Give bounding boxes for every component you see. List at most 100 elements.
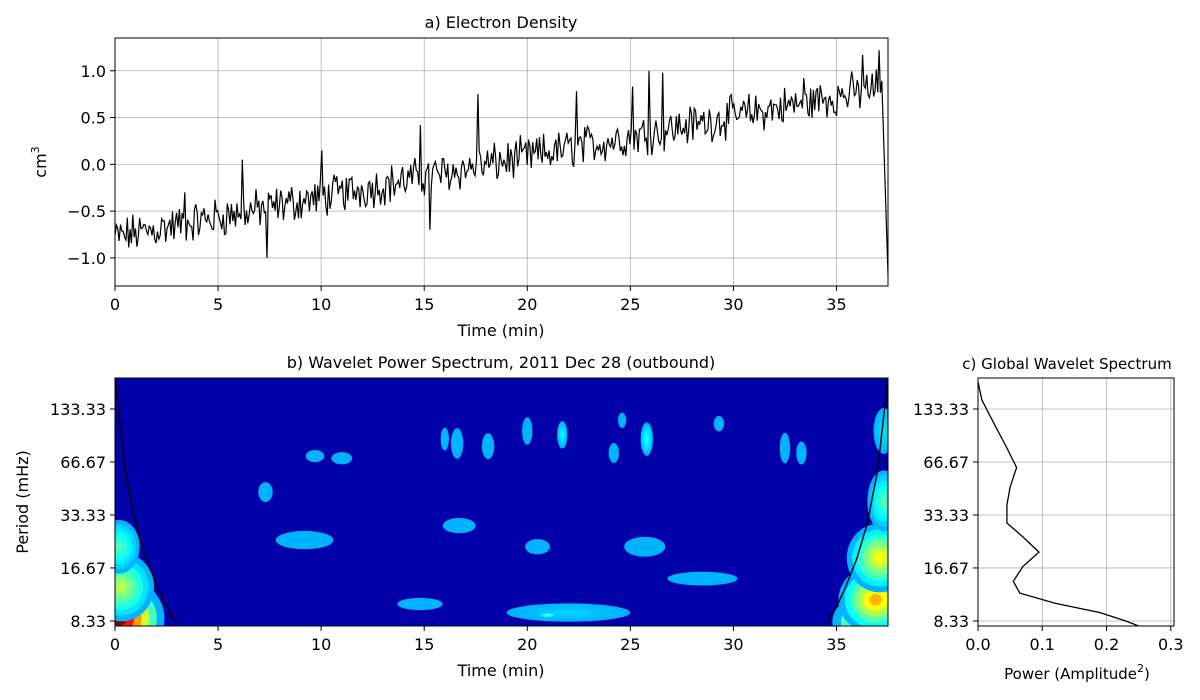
global-spectrum-x-ticks: 0.0 0.1 0.2 0.3 — [965, 626, 1184, 654]
wavelet-y-tick-label: 16.67 — [60, 559, 106, 578]
wavelet-y-ticks: 133.33 66.67 33.33 16.67 8.33 — [50, 400, 115, 631]
global-spectrum-y-tick-label: 33.33 — [923, 506, 969, 525]
wavelet-contour-blob — [440, 427, 449, 451]
wavelet-contour-blob — [667, 571, 738, 586]
density-grid — [114, 38, 888, 286]
wavelet-x-tick-label: 15 — [414, 635, 434, 654]
wavelet-contour-blob — [608, 443, 619, 463]
wavelet-x-tick-label: 5 — [213, 635, 223, 654]
wavelet-contour-level — [397, 597, 443, 611]
global-spectrum-x-tick-label: 0.0 — [965, 635, 990, 654]
wavelet-contour-level — [331, 452, 353, 465]
wavelet-x-tick-label: 10 — [311, 635, 331, 654]
global-spectrum-y-tick-label: 66.67 — [923, 453, 969, 472]
density-x-tick-label: 20 — [517, 295, 537, 314]
global-spectrum-title: c) Global Wavelet Spectrum — [962, 355, 1171, 373]
global-spectrum-y-tick-label: 8.33 — [933, 612, 969, 631]
wavelet-y-tick-label: 133.33 — [50, 400, 106, 419]
wavelet-contour-level — [305, 449, 325, 463]
wavelet-contour-level — [115, 542, 123, 552]
wavelet-contour-level — [608, 443, 619, 463]
wavelet-contour-level — [481, 433, 495, 460]
density-y-tick-label: −1.0 — [67, 249, 106, 268]
wavelet-contour-blob — [796, 441, 807, 465]
wavelet-background — [115, 378, 888, 626]
density-y-ticks: −1.0 −0.5 0.0 0.5 1.0 — [67, 62, 115, 268]
wavelet-contour-level — [546, 613, 550, 617]
global-spectrum-x-label: Power (Amplitude2) — [1004, 662, 1150, 683]
wavelet-contour-blob — [522, 417, 533, 445]
wavelet-y-tick-label: 8.33 — [70, 612, 106, 631]
wavelet-frame — [114, 377, 889, 627]
wavelet-contour-blob — [450, 428, 464, 459]
global-spectrum-x-label-exponent: 2 — [1137, 662, 1144, 675]
wavelet-x-tick-label: 0 — [110, 635, 120, 654]
wavelet-x-tick-label: 20 — [517, 635, 537, 654]
wavelet-x-tick-label: 30 — [723, 635, 743, 654]
global-spectrum-x-tick-label: 0.1 — [1030, 635, 1055, 654]
density-panel: a) Electron Density 0 5 10 15 20 25 30 35 −1.0−… — [29, 13, 889, 340]
wavelet-contour-level — [667, 571, 738, 586]
wavelet-contour-blob — [258, 482, 273, 502]
wavelet-x-tick-label: 35 — [826, 635, 846, 654]
density-x-tick-label: 5 — [213, 295, 223, 314]
density-y-tick-label: 0.5 — [81, 109, 106, 128]
density-x-tick-label: 10 — [311, 295, 331, 314]
wavelet-x-tick-label: 25 — [620, 635, 640, 654]
wavelet-contour-level — [450, 428, 464, 459]
density-series-line — [115, 50, 888, 275]
wavelet-contour-level — [624, 536, 666, 557]
wavelet-title: b) Wavelet Power Spectrum, 2011 Dec 28 (… — [287, 353, 716, 372]
wavelet-contour-level — [645, 436, 649, 442]
density-x-tick-label: 30 — [723, 295, 743, 314]
global-spectrum-y-ticks: 133.33 66.67 33.33 16.67 8.33 — [913, 400, 978, 631]
density-title: a) Electron Density — [425, 13, 578, 32]
wavelet-contour-blob — [525, 539, 550, 555]
wavelet-contour-level — [258, 482, 273, 502]
global-spectrum-panel: c) Global Wavelet Spectrum 0.0 0.1 0.2 0.3 … — [913, 355, 1183, 683]
wavelet-contour-level — [440, 427, 449, 451]
wavelet-contour-level — [522, 417, 533, 445]
global-spectrum-x-tick-label: 0.3 — [1158, 635, 1183, 654]
density-x-ticks: 0 5 10 15 20 25 30 35 — [110, 286, 847, 314]
wavelet-contour-blob — [640, 422, 654, 456]
wavelet-contour-level — [115, 581, 127, 593]
global-spectrum-x-label-main: Power (Amplitude — [1004, 665, 1137, 683]
global-spectrum-x-label-suffix: ) — [1144, 665, 1150, 683]
cone-of-influence-line — [115, 378, 888, 624]
wavelet-contour-blob — [617, 412, 627, 428]
wavelet-contour-level — [617, 412, 627, 428]
global-spectrum-y-tick-label: 133.33 — [913, 400, 969, 419]
density-y-tick-label: 0.0 — [81, 155, 106, 174]
wavelet-y-tick-label: 33.33 — [60, 506, 106, 525]
density-y-label-exponent: 3 — [29, 146, 42, 153]
wavelet-contour-level — [525, 539, 550, 555]
wavelet-contour-level — [874, 552, 886, 564]
density-frame — [114, 37, 889, 287]
wavelet-contour-blob — [481, 433, 495, 460]
wavelet-contour-blob — [867, 470, 888, 532]
wavelet-contour-blob — [397, 597, 443, 611]
wavelet-contour-level — [713, 416, 725, 432]
wavelet-panel: b) Wavelet Power Spectrum, 2011 Dec 28 (… — [13, 353, 889, 680]
density-y-label: cm3 — [29, 146, 50, 177]
wavelet-x-ticks: 0 5 10 15 20 25 30 35 — [110, 626, 847, 654]
wavelet-y-label: Period (mHz) — [13, 450, 32, 553]
wavelet-contour-level — [796, 441, 807, 465]
wavelet-contour-level — [869, 593, 882, 606]
wavelet-contour-blob — [506, 603, 631, 622]
wavelet-contour-blob — [331, 452, 353, 465]
wavelet-contour-level — [442, 517, 476, 534]
density-y-label-unit: cm — [31, 153, 50, 177]
wavelet-contour-blob — [537, 612, 559, 619]
wavelet-contour-level — [882, 427, 886, 435]
wavelet-contour-level — [881, 495, 887, 507]
wavelet-contour-level — [560, 432, 564, 438]
global-spectrum-curve — [977, 381, 1139, 627]
wavelet-contour-blob — [305, 449, 325, 463]
wavelet-contour-blob — [713, 416, 725, 432]
wavelet-contour-blob — [442, 517, 476, 534]
wavelet-contour-level — [275, 530, 334, 550]
wavelet-contour-blob — [115, 519, 140, 574]
